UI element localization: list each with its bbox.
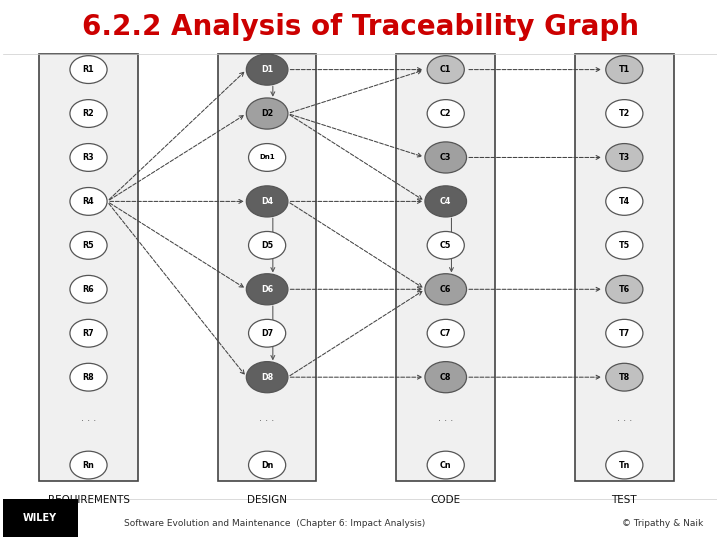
Circle shape <box>246 98 288 129</box>
Text: Tn: Tn <box>618 461 630 470</box>
Circle shape <box>246 186 288 217</box>
Text: · · ·: · · · <box>438 416 454 426</box>
Text: Dn: Dn <box>261 461 274 470</box>
Text: R4: R4 <box>83 197 94 206</box>
FancyBboxPatch shape <box>397 54 495 481</box>
Circle shape <box>427 100 464 127</box>
Circle shape <box>606 187 643 215</box>
Circle shape <box>70 451 107 479</box>
Text: C1: C1 <box>440 65 451 74</box>
Circle shape <box>70 363 107 391</box>
Text: T4: T4 <box>618 197 630 206</box>
Circle shape <box>246 362 288 393</box>
Text: 6.2.2 Analysis of Traceability Graph: 6.2.2 Analysis of Traceability Graph <box>81 13 639 41</box>
Circle shape <box>70 275 107 303</box>
Text: C4: C4 <box>440 197 451 206</box>
Circle shape <box>70 187 107 215</box>
Text: R5: R5 <box>83 241 94 250</box>
Circle shape <box>606 232 643 259</box>
Circle shape <box>70 100 107 127</box>
Text: C5: C5 <box>440 241 451 250</box>
Circle shape <box>248 144 286 171</box>
Circle shape <box>427 319 464 347</box>
Text: R7: R7 <box>83 329 94 338</box>
Text: C3: C3 <box>440 153 451 162</box>
Circle shape <box>427 56 464 84</box>
Text: WILEY: WILEY <box>23 513 57 523</box>
Text: C2: C2 <box>440 109 451 118</box>
Circle shape <box>70 319 107 347</box>
FancyBboxPatch shape <box>218 54 316 481</box>
Circle shape <box>70 144 107 171</box>
Text: T7: T7 <box>618 329 630 338</box>
FancyBboxPatch shape <box>575 54 674 481</box>
Circle shape <box>606 144 643 171</box>
Circle shape <box>425 186 467 217</box>
Circle shape <box>70 56 107 84</box>
Text: T5: T5 <box>618 241 630 250</box>
Text: D8: D8 <box>261 373 274 382</box>
Text: D5: D5 <box>261 241 273 250</box>
Text: Dn1: Dn1 <box>259 154 275 160</box>
Circle shape <box>606 363 643 391</box>
Text: D2: D2 <box>261 109 274 118</box>
Circle shape <box>606 451 643 479</box>
Text: T6: T6 <box>618 285 630 294</box>
Circle shape <box>425 142 467 173</box>
FancyBboxPatch shape <box>3 499 78 537</box>
Circle shape <box>425 362 467 393</box>
Text: C7: C7 <box>440 329 451 338</box>
Text: T3: T3 <box>618 153 630 162</box>
Text: D6: D6 <box>261 285 273 294</box>
Circle shape <box>606 56 643 84</box>
Text: · · ·: · · · <box>617 416 632 426</box>
Text: REQUIREMENTS: REQUIREMENTS <box>48 495 130 505</box>
Circle shape <box>427 451 464 479</box>
Text: Cn: Cn <box>440 461 451 470</box>
Text: D7: D7 <box>261 329 273 338</box>
Text: DESIGN: DESIGN <box>247 495 287 505</box>
Text: T8: T8 <box>618 373 630 382</box>
Text: C6: C6 <box>440 285 451 294</box>
Text: T2: T2 <box>618 109 630 118</box>
Circle shape <box>248 451 286 479</box>
Text: R6: R6 <box>83 285 94 294</box>
Text: © Tripathy & Naik: © Tripathy & Naik <box>621 519 703 528</box>
Text: C8: C8 <box>440 373 451 382</box>
Text: Rn: Rn <box>83 461 94 470</box>
Text: Software Evolution and Maintenance  (Chapter 6: Impact Analysis): Software Evolution and Maintenance (Chap… <box>125 519 426 528</box>
Circle shape <box>427 232 464 259</box>
Text: TEST: TEST <box>611 495 637 505</box>
Text: · · ·: · · · <box>81 416 96 426</box>
Text: R1: R1 <box>83 65 94 74</box>
FancyBboxPatch shape <box>39 54 138 481</box>
Text: D4: D4 <box>261 197 273 206</box>
Circle shape <box>246 54 288 85</box>
Text: R2: R2 <box>83 109 94 118</box>
Text: R8: R8 <box>83 373 94 382</box>
Text: T1: T1 <box>618 65 630 74</box>
Text: R3: R3 <box>83 153 94 162</box>
Circle shape <box>70 232 107 259</box>
Circle shape <box>248 232 286 259</box>
Circle shape <box>606 319 643 347</box>
Text: D1: D1 <box>261 65 273 74</box>
Text: CODE: CODE <box>431 495 461 505</box>
Text: · · ·: · · · <box>259 416 275 426</box>
Circle shape <box>606 275 643 303</box>
Circle shape <box>246 274 288 305</box>
Circle shape <box>248 319 286 347</box>
Circle shape <box>425 274 467 305</box>
Circle shape <box>606 100 643 127</box>
